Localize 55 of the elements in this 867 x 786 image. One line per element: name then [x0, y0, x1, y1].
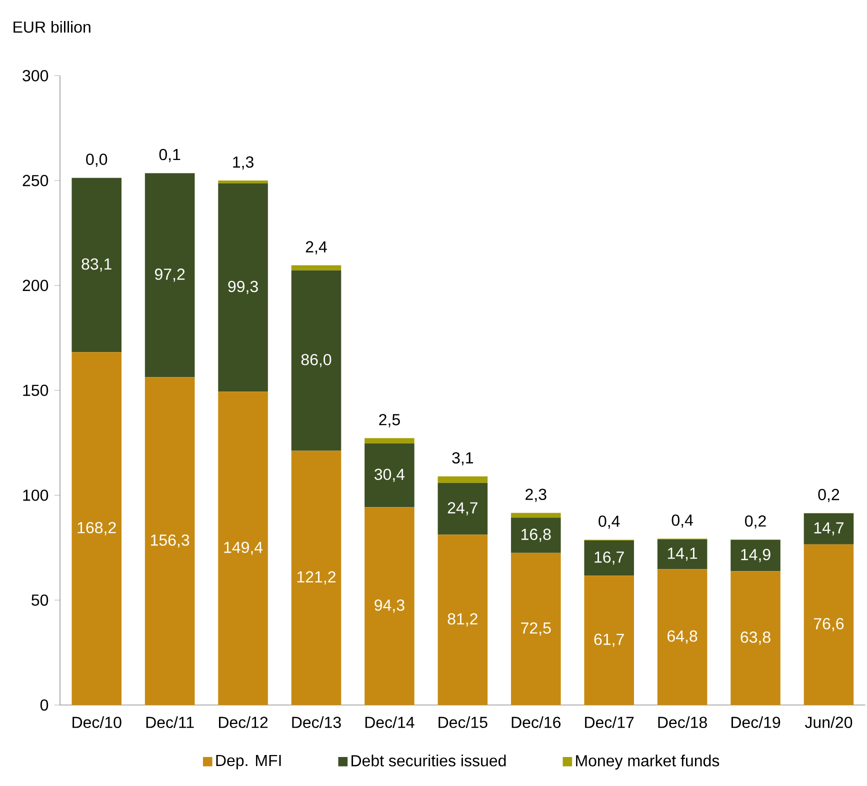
y-axis-title: EUR billion	[14, 20, 90, 33]
legend-label: Dep. MFI	[216, 754, 281, 770]
data-label: 0,4	[672, 514, 693, 528]
data-label: 64,8	[668, 630, 698, 644]
data-label: 14,9	[741, 548, 770, 562]
data-label: 0,0	[86, 154, 108, 167]
data-label: 63,8	[740, 631, 770, 645]
x-tick-label: Dec/17	[585, 716, 634, 728]
data-label: 81,2	[448, 613, 478, 626]
data-label: 121,2	[297, 571, 336, 584]
data-label: 1,3	[233, 156, 254, 170]
data-label: 99,3	[228, 280, 258, 294]
data-label: 168,2	[78, 522, 116, 536]
data-label: 14,1	[668, 548, 698, 561]
data-label: 72,5	[521, 622, 551, 636]
x-tick-label: Dec/18	[658, 716, 707, 728]
y-tick-label: 100	[23, 490, 48, 501]
x-tick-label: Dec/14	[365, 716, 414, 728]
x-tick-label: Dec/11	[146, 716, 194, 728]
data-label: 2,4	[306, 241, 327, 254]
y-tick-label: 300	[22, 70, 48, 82]
data-label: 0,1	[159, 148, 180, 162]
y-tick-label: 0	[40, 699, 48, 711]
x-tick-label: Dec/13	[292, 716, 341, 728]
y-tick-label: 150	[23, 384, 48, 396]
data-label: 76,6	[814, 618, 844, 632]
x-tick-label: Jun/20	[804, 716, 852, 728]
x-tick-label: Dec/19	[731, 716, 780, 728]
data-label: 94,3	[374, 599, 404, 613]
y-tick-label: 200	[22, 280, 48, 292]
y-tick-label: 250	[22, 174, 48, 186]
y-tick-label: 50	[32, 594, 48, 606]
x-tick-label: Dec/10	[72, 716, 122, 728]
legend-label: Debt securities issued	[352, 754, 506, 766]
data-label: 16,8	[522, 528, 551, 542]
x-tick-label: Dec/16	[512, 716, 561, 728]
data-label: 97,2	[155, 268, 185, 282]
data-label: 0,4	[598, 516, 620, 529]
data-label: 30,4	[374, 468, 405, 482]
data-label: 149,4	[224, 542, 263, 555]
data-label: 0,2	[818, 488, 840, 502]
data-label: 16,7	[594, 551, 624, 565]
x-tick-label: Dec/12	[219, 716, 268, 728]
data-label: 14,7	[814, 522, 844, 536]
legend-label: Money market funds	[576, 754, 720, 770]
data-label: 156,3	[151, 534, 190, 548]
data-label: 3,1	[452, 452, 474, 466]
data-label: 24,7	[448, 502, 478, 516]
data-label: 83,1	[82, 258, 112, 272]
data-label: 2,5	[379, 414, 400, 428]
data-label: 0,2	[745, 515, 766, 529]
x-tick-label: Dec/15	[438, 716, 488, 728]
data-label: 86,0	[301, 354, 332, 368]
data-label: 61,7	[594, 634, 624, 647]
data-label: 2,3	[526, 488, 546, 502]
